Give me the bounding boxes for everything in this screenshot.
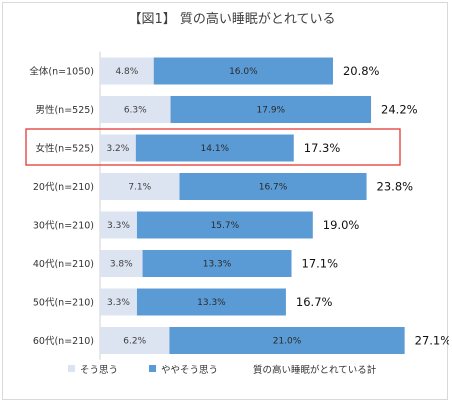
legend-label-yaya-sou-omou: ややそう思う (161, 365, 218, 376)
total-label: 27.1% (415, 334, 449, 348)
data-label: 21.0% (273, 337, 302, 347)
category-label: 50代(n=210) (33, 298, 94, 309)
total-label: 19.0% (323, 218, 360, 232)
total-label: 23.8% (377, 180, 414, 194)
bar-sou-omou (100, 57, 154, 85)
legend-label-sou-omou: そう思う (80, 365, 118, 376)
bar-yaya-sou-omou (136, 211, 313, 239)
highlight-box (25, 128, 401, 166)
data-label: 3.2% (106, 144, 129, 154)
category-label: 女性(n=525) (35, 143, 94, 155)
bar-yaya-sou-omou (142, 250, 292, 277)
total-label: 17.3% (304, 141, 341, 155)
data-label: 3.3% (107, 221, 130, 231)
bar-sou-omou (100, 250, 143, 277)
data-label: 16.0% (229, 67, 258, 77)
legend-marker-sou-omou (68, 365, 75, 372)
bar-sou-omou (100, 173, 180, 200)
data-label: 3.3% (107, 298, 130, 308)
data-label: 6.2% (123, 337, 146, 347)
category-label: 60代(n=210) (33, 336, 94, 347)
chart: 【図1】 質の高い睡眠がとれている 全体(n=1050) 4.8% 16.0% 20.… (25, 11, 449, 376)
bar-sou-omou (100, 288, 137, 316)
data-label: 13.3% (197, 298, 226, 308)
bar-sou-omou (100, 211, 137, 239)
data-label: 13.3% (203, 260, 232, 270)
data-label: 4.8% (115, 67, 138, 77)
chart-title: 【図1】 質の高い睡眠がとれている (128, 11, 335, 27)
bar-sou-omou (100, 134, 136, 162)
category-label: 全体(n=1050) (29, 66, 94, 78)
bar-sou-omou (100, 96, 171, 123)
total-label: 17.1% (302, 257, 339, 271)
bar-yaya-sou-omou (169, 327, 405, 354)
category-label: 30代(n=210) (33, 221, 94, 232)
data-label: 7.1% (128, 183, 151, 193)
bar-yaya-sou-omou (136, 288, 286, 316)
chart-frame: 【図1】 質の高い睡眠がとれている 全体(n=1050) 4.8% 16.0% 20.… (2, 2, 449, 400)
data-label: 17.9% (257, 106, 286, 116)
legend-label-total: 質の高い睡眠がとれている計 (253, 364, 377, 376)
total-label: 24.2% (381, 103, 418, 117)
data-label: 15.7% (211, 221, 240, 231)
bar-yaya-sou-omou (179, 173, 367, 200)
total-label: 20.8% (343, 64, 380, 78)
data-label: 16.7% (259, 183, 288, 193)
bar-yaya-sou-omou (135, 134, 294, 162)
data-label: 14.1% (201, 144, 230, 154)
category-label: 20代(n=210) (33, 182, 94, 193)
bar-yaya-sou-omou (170, 96, 372, 123)
bar-yaya-sou-omou (153, 57, 333, 85)
data-label: 6.3% (124, 106, 147, 116)
total-label: 16.7% (296, 295, 333, 309)
data-label: 3.8% (110, 260, 133, 270)
bar-sou-omou (100, 327, 170, 354)
legend-marker-yaya-sou-omou (149, 365, 156, 372)
category-label: 男性(n=525) (35, 104, 94, 116)
category-label: 40代(n=210) (33, 259, 94, 270)
